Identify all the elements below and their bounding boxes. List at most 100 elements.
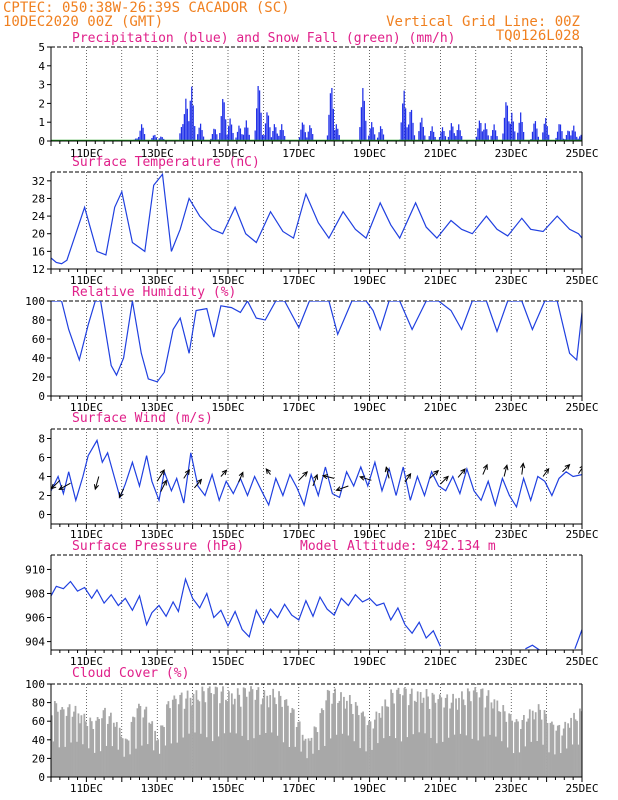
- cloud-bar: [110, 712, 112, 777]
- precip-bar: [531, 131, 534, 141]
- precip-bar: [483, 129, 485, 141]
- precip-bar: [444, 136, 447, 141]
- cloud-bar: [250, 686, 252, 777]
- cloud-bar: [303, 740, 305, 777]
- cloud-bar: [180, 692, 183, 777]
- cloud-bar: [239, 706, 242, 777]
- x-tick-label: 17DEC: [282, 782, 315, 795]
- wind-arrow-head: [184, 469, 190, 476]
- cloud-bar: [105, 745, 108, 777]
- cloud-bar: [315, 727, 317, 777]
- cloud-bar: [520, 728, 522, 777]
- wind-arrow-head: [482, 463, 488, 470]
- cloud-bar: [461, 691, 463, 777]
- cloud-bar: [58, 747, 61, 777]
- wind-arrow: [160, 480, 167, 492]
- precip-bar: [248, 134, 250, 141]
- cloud-bar: [84, 721, 87, 777]
- precip-bar: [223, 102, 225, 141]
- cloud-bar: [576, 720, 578, 777]
- cloud-bar: [201, 686, 204, 777]
- cloud-bar: [421, 702, 423, 777]
- cloud-bar: [523, 715, 525, 777]
- cloud-bar: [151, 721, 154, 777]
- cloud-bar: [222, 686, 224, 777]
- panel-annotation: Model Altitude: 942.134 m: [300, 539, 496, 554]
- cloud-bar: [499, 711, 502, 777]
- precip-bar: [374, 134, 376, 141]
- cloud-bar: [251, 689, 254, 777]
- y-tick-label: 40: [32, 352, 45, 365]
- cloud-bar: [400, 741, 403, 777]
- precip-bar: [512, 121, 514, 141]
- cloud-bar: [425, 689, 428, 777]
- y-tick-label: 908: [25, 587, 45, 600]
- precip-bar: [273, 124, 275, 141]
- cloud-bar: [226, 701, 229, 777]
- precip-bar: [276, 133, 278, 141]
- cloud-bar: [87, 748, 90, 777]
- x-tick-label: 21DEC: [424, 147, 457, 160]
- header-date: 10DEC2020 00Z (GMT): [3, 14, 164, 30]
- y-tick-label: 20: [32, 228, 45, 241]
- x-tick-label: 25DEC: [565, 401, 598, 414]
- cloud-bar: [99, 751, 102, 777]
- precip-bar: [160, 136, 162, 141]
- cloud-bar: [573, 712, 575, 777]
- precip-bar: [579, 136, 581, 141]
- precip-bar: [235, 137, 237, 141]
- cloud-bar: [260, 704, 263, 777]
- precip-bar: [307, 131, 309, 141]
- precip-bar: [481, 131, 483, 141]
- precip-bar: [139, 130, 141, 141]
- precip-bar: [410, 109, 413, 141]
- y-tick-label: 28: [32, 192, 45, 205]
- cloud-bar: [571, 744, 574, 777]
- y-tick-label: 910: [25, 563, 45, 576]
- cloud-bar: [214, 686, 217, 777]
- cloud-bar: [502, 705, 505, 777]
- y-tick-label: 2: [38, 490, 45, 503]
- cloud-bar: [331, 703, 334, 777]
- cloud-bar: [278, 691, 280, 777]
- precip-bar: [279, 129, 281, 141]
- precip-bar: [548, 134, 550, 141]
- cloud-bar: [475, 692, 478, 777]
- precip-bar: [378, 132, 380, 141]
- cloud-bar: [126, 739, 128, 777]
- cloud-bar: [64, 746, 67, 777]
- precip-bar: [542, 132, 544, 141]
- cloud-bar: [55, 703, 58, 777]
- precip-bar: [180, 127, 183, 141]
- y-tick-label: 0: [38, 771, 45, 784]
- precip-bar: [229, 118, 231, 141]
- precip-bar: [332, 108, 334, 141]
- cloud-bar: [545, 714, 547, 777]
- cloud-bar: [56, 711, 59, 777]
- cloud-bar: [410, 688, 413, 777]
- precip-bar: [434, 136, 436, 141]
- precip-bar: [211, 134, 214, 141]
- cloud-bar: [149, 723, 152, 777]
- cloud-bar: [472, 690, 475, 777]
- y-tick-label: 80: [32, 697, 45, 710]
- x-tick-label: 25DEC: [565, 274, 598, 287]
- cloud-bar: [281, 706, 283, 777]
- cloud-bar: [435, 743, 438, 777]
- wind-arrow-head: [159, 469, 165, 476]
- cloud-bar: [424, 733, 426, 777]
- wind-arrow-head: [359, 475, 366, 481]
- panel-title: Precipitation (blue) and Snow Fall (gree…: [72, 31, 456, 46]
- wind-arrow-head: [302, 471, 309, 477]
- cloud-bar: [179, 694, 182, 777]
- x-tick-label: 23DEC: [495, 528, 528, 541]
- cloud-bar: [379, 717, 382, 777]
- y-tick-label: 904: [25, 636, 45, 649]
- cloud-bar: [241, 735, 244, 777]
- precip-bar: [506, 105, 509, 141]
- cloud-bar: [428, 708, 431, 777]
- cloud-bar: [169, 708, 171, 777]
- cloud-bar: [521, 720, 524, 777]
- precip-bar: [261, 134, 264, 141]
